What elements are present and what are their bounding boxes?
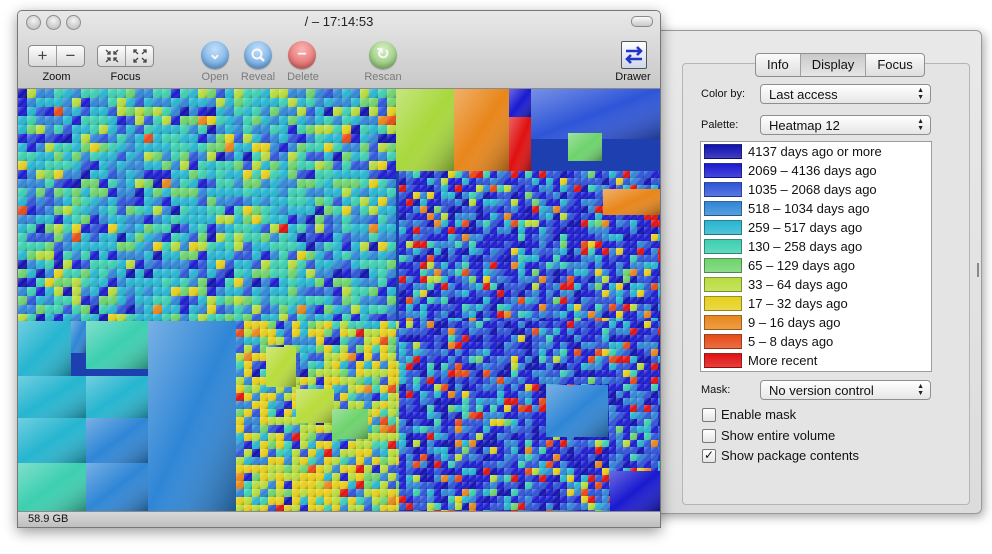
focus-out-button[interactable] bbox=[126, 46, 153, 66]
zoom-window-button[interactable] bbox=[66, 15, 81, 30]
legend-row: 9 – 16 days ago bbox=[701, 313, 931, 332]
legend-label: 2069 – 4136 days ago bbox=[748, 163, 877, 178]
popup-arrows-icon: ▲ ▼ bbox=[917, 118, 924, 132]
legend-label: 65 – 129 days ago bbox=[748, 258, 855, 273]
legend-swatch bbox=[704, 296, 742, 311]
drawer-tabs: Info Display Focus bbox=[755, 53, 925, 77]
delete-label: Delete bbox=[287, 71, 319, 83]
legend-label: 259 – 517 days ago bbox=[748, 220, 863, 235]
checkbox-label: Show entire volume bbox=[721, 428, 836, 443]
reveal-label: Reveal bbox=[240, 71, 276, 83]
legend-label: 4137 days ago or more bbox=[748, 144, 882, 159]
palette-select[interactable]: Heatmap 12 ▲ ▼ bbox=[760, 115, 931, 135]
legend-row: 259 – 517 days ago bbox=[701, 218, 931, 237]
window-title: / – 17:14:53 bbox=[304, 14, 374, 29]
legend-swatch bbox=[704, 201, 742, 216]
reveal-button[interactable] bbox=[244, 41, 272, 69]
checkbox-label: Enable mask bbox=[721, 407, 797, 422]
checkbox-box: ✓ bbox=[702, 447, 716, 463]
color-by-select[interactable]: Last access ▲ ▼ bbox=[760, 84, 931, 104]
legend-swatch bbox=[704, 258, 742, 273]
drawer-toggle-icon bbox=[625, 46, 643, 64]
legend-label: 5 – 8 days ago bbox=[748, 334, 834, 349]
focus-label: Focus bbox=[110, 71, 141, 83]
popup-arrows-icon: ▲ ▼ bbox=[917, 383, 924, 397]
enable-mask-checkbox[interactable]: Enable mask bbox=[702, 407, 796, 422]
main-window: / – 17:14:53 + − Zoom Focus ⌄ O bbox=[17, 10, 661, 528]
minus-icon: − bbox=[297, 46, 307, 63]
legend-swatch bbox=[704, 163, 742, 178]
color-by-label: Color by: bbox=[701, 88, 746, 100]
legend-label: 9 – 16 days ago bbox=[748, 315, 841, 330]
zoom-in-button[interactable]: + bbox=[29, 46, 57, 66]
legend-row: 17 – 32 days ago bbox=[701, 294, 931, 313]
legend-label: 33 – 64 days ago bbox=[748, 277, 848, 292]
open-button[interactable]: ⌄ bbox=[201, 41, 229, 69]
legend-label: 130 – 258 days ago bbox=[748, 239, 863, 254]
mask-label: Mask: bbox=[701, 384, 731, 396]
show-package-contents-checkbox[interactable]: ✓ Show package contents bbox=[702, 448, 859, 463]
legend-row: 1035 – 2068 days ago bbox=[701, 180, 931, 199]
checkbox-label: Show package contents bbox=[721, 448, 860, 463]
legend-label: 1035 – 2068 days ago bbox=[748, 182, 877, 197]
legend-label: 518 – 1034 days ago bbox=[748, 201, 870, 216]
legend-row: 518 – 1034 days ago bbox=[701, 199, 931, 218]
legend-swatch bbox=[704, 182, 742, 197]
mask-select[interactable]: No version control ▲ ▼ bbox=[760, 380, 931, 400]
minimize-button[interactable] bbox=[46, 15, 61, 30]
rescan-button[interactable]: ↻ bbox=[369, 41, 397, 69]
legend-row: 33 – 64 days ago bbox=[701, 275, 931, 294]
checkbox-box bbox=[702, 407, 716, 422]
palette-value: Heatmap 12 bbox=[769, 118, 840, 133]
mask-value: No version control bbox=[769, 383, 874, 398]
refresh-icon: ↻ bbox=[376, 46, 390, 63]
volume-size: 58.9 GB bbox=[28, 513, 69, 525]
legend-label: More recent bbox=[748, 353, 818, 368]
focus-out-icon bbox=[132, 49, 147, 63]
popup-arrows-icon: ▲ ▼ bbox=[917, 87, 924, 101]
legend-swatch bbox=[704, 220, 742, 235]
palette-label: Palette: bbox=[701, 119, 739, 131]
focus-in-button[interactable] bbox=[98, 46, 126, 66]
delete-button[interactable]: − bbox=[288, 41, 316, 69]
zoom-out-button[interactable]: − bbox=[65, 46, 76, 65]
legend-row: More recent bbox=[701, 351, 931, 370]
legend-swatch bbox=[704, 277, 742, 292]
treemap-view[interactable] bbox=[18, 89, 660, 511]
drawer-resize-handle[interactable] bbox=[977, 263, 979, 277]
magnifier-icon bbox=[251, 48, 265, 62]
open-label: Open bbox=[201, 71, 229, 83]
legend-swatch bbox=[704, 315, 742, 330]
legend-swatch bbox=[704, 334, 742, 349]
legend-label: 17 – 32 days ago bbox=[748, 296, 848, 311]
tab-focus[interactable]: Focus bbox=[877, 57, 913, 72]
tab-display[interactable]: Display bbox=[800, 54, 867, 76]
focus-in-icon bbox=[105, 49, 118, 63]
color-by-value: Last access bbox=[769, 87, 838, 102]
drawer-button[interactable] bbox=[621, 41, 647, 69]
checkmark-icon: ✓ bbox=[703, 447, 715, 462]
focus-control bbox=[97, 45, 154, 67]
toolbar-toggle-button[interactable] bbox=[631, 16, 653, 27]
legend-swatch bbox=[704, 353, 742, 368]
legend-swatch bbox=[704, 239, 742, 254]
drawer-label: Drawer bbox=[615, 71, 651, 83]
legend-row: 65 – 129 days ago bbox=[701, 256, 931, 275]
legend-row: 2069 – 4136 days ago bbox=[701, 161, 931, 180]
zoom-label: Zoom bbox=[42, 71, 71, 83]
close-button[interactable] bbox=[26, 15, 41, 30]
palette-legend[interactable]: 4137 days ago or more 2069 – 4136 days ag… bbox=[700, 141, 932, 372]
checkbox-box bbox=[702, 428, 716, 443]
legend-swatch bbox=[704, 144, 742, 159]
zoom-control: + − bbox=[28, 45, 85, 67]
show-entire-volume-checkbox[interactable]: Show entire volume bbox=[702, 428, 835, 443]
legend-row: 5 – 8 days ago bbox=[701, 332, 931, 351]
legend-row: 130 – 258 days ago bbox=[701, 237, 931, 256]
tab-info[interactable]: Info bbox=[756, 54, 801, 76]
open-icon: ⌄ bbox=[208, 46, 222, 63]
rescan-label: Rescan bbox=[364, 71, 402, 83]
title-bar: / – 17:14:53 + − Zoom Focus ⌄ O bbox=[18, 11, 660, 89]
legend-row: 4137 days ago or more bbox=[701, 142, 931, 161]
status-bar: 58.9 GB bbox=[18, 511, 660, 527]
